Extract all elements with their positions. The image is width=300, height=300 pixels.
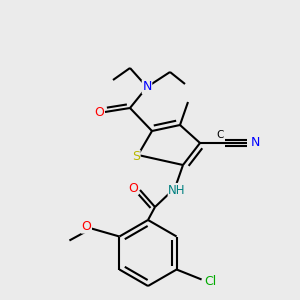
Text: N: N <box>250 136 260 149</box>
Text: O: O <box>94 106 104 118</box>
Text: C: C <box>216 130 224 140</box>
Text: NH: NH <box>168 184 186 196</box>
Text: Cl: Cl <box>205 275 217 288</box>
Text: S: S <box>132 151 140 164</box>
Text: O: O <box>82 220 92 233</box>
Text: N: N <box>142 80 152 94</box>
Text: O: O <box>128 182 138 194</box>
